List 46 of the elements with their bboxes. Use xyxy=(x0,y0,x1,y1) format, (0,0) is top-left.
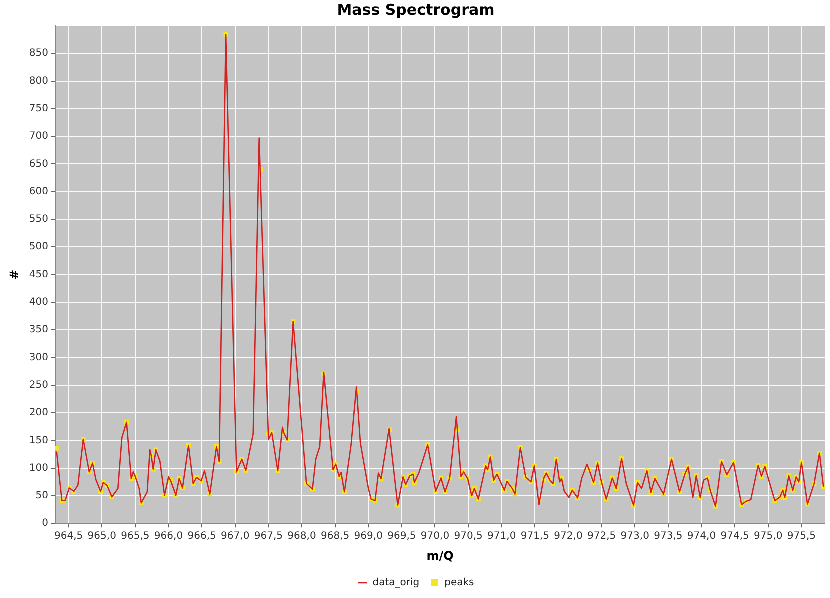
y-tick-label: 750 xyxy=(29,104,48,115)
x-tick-label: 970,0 xyxy=(420,531,450,542)
y-tick-label: 400 xyxy=(29,297,48,308)
y-tick-label: 100 xyxy=(29,462,48,474)
x-tick-label: 969,5 xyxy=(388,531,416,542)
x-tick-label: 971,5 xyxy=(520,531,550,542)
legend-label: data_orig xyxy=(372,578,420,589)
x-tick-label: 968,5 xyxy=(320,531,350,542)
x-tick-label: 969,0 xyxy=(354,531,383,542)
x-axis-title: m/Q xyxy=(426,548,454,563)
y-tick-label: 150 xyxy=(29,435,48,446)
x-tick-label: 973,0 xyxy=(620,531,650,542)
chart-title: Mass Spectrogram xyxy=(337,0,495,19)
y-tick-label: 300 xyxy=(29,352,48,364)
y-tick-label: 800 xyxy=(29,76,48,87)
x-tick-label: 965,0 xyxy=(88,531,116,542)
y-tick-label: 200 xyxy=(29,408,48,419)
x-tick-label: 974,5 xyxy=(720,531,750,542)
x-tick-label: 968,0 xyxy=(288,531,316,542)
x-tick-label: 967,5 xyxy=(254,531,284,542)
y-tick-label: 850 xyxy=(29,48,48,60)
y-axis-title: # xyxy=(7,270,22,280)
y-tick-label: 600 xyxy=(29,186,48,198)
x-tick-label: 971,0 xyxy=(488,531,516,542)
y-tick-label: 650 xyxy=(29,158,48,170)
x-tick-label: 972,5 xyxy=(587,531,616,542)
x-tick-label: 974,0 xyxy=(687,531,716,542)
x-tick-label: 975,5 xyxy=(787,531,816,542)
x-tick-label: 972,0 xyxy=(554,531,583,542)
y-tick-label: 550 xyxy=(29,214,48,226)
x-tick-label: 964,5 xyxy=(54,531,84,542)
y-tick-label: 250 xyxy=(29,380,48,391)
y-tick-label: 0 xyxy=(42,518,48,530)
x-tick-label: 975,0 xyxy=(754,531,783,542)
y-tick-label: 350 xyxy=(29,324,48,336)
x-tick-label: 965,5 xyxy=(121,531,150,542)
y-tick-label: 500 xyxy=(29,242,48,253)
x-tick-label: 970,5 xyxy=(454,531,483,542)
x-tick-label: 973,5 xyxy=(654,531,683,542)
y-tick-label: 50 xyxy=(36,490,48,502)
y-tick-label: 450 xyxy=(29,269,48,280)
x-tick-label: 967,0 xyxy=(221,531,250,542)
x-tick-label: 966,0 xyxy=(154,531,184,542)
legend-label: peaks xyxy=(444,578,474,589)
y-tick-label: 700 xyxy=(29,131,48,142)
x-tick-label: 966,5 xyxy=(188,531,216,542)
